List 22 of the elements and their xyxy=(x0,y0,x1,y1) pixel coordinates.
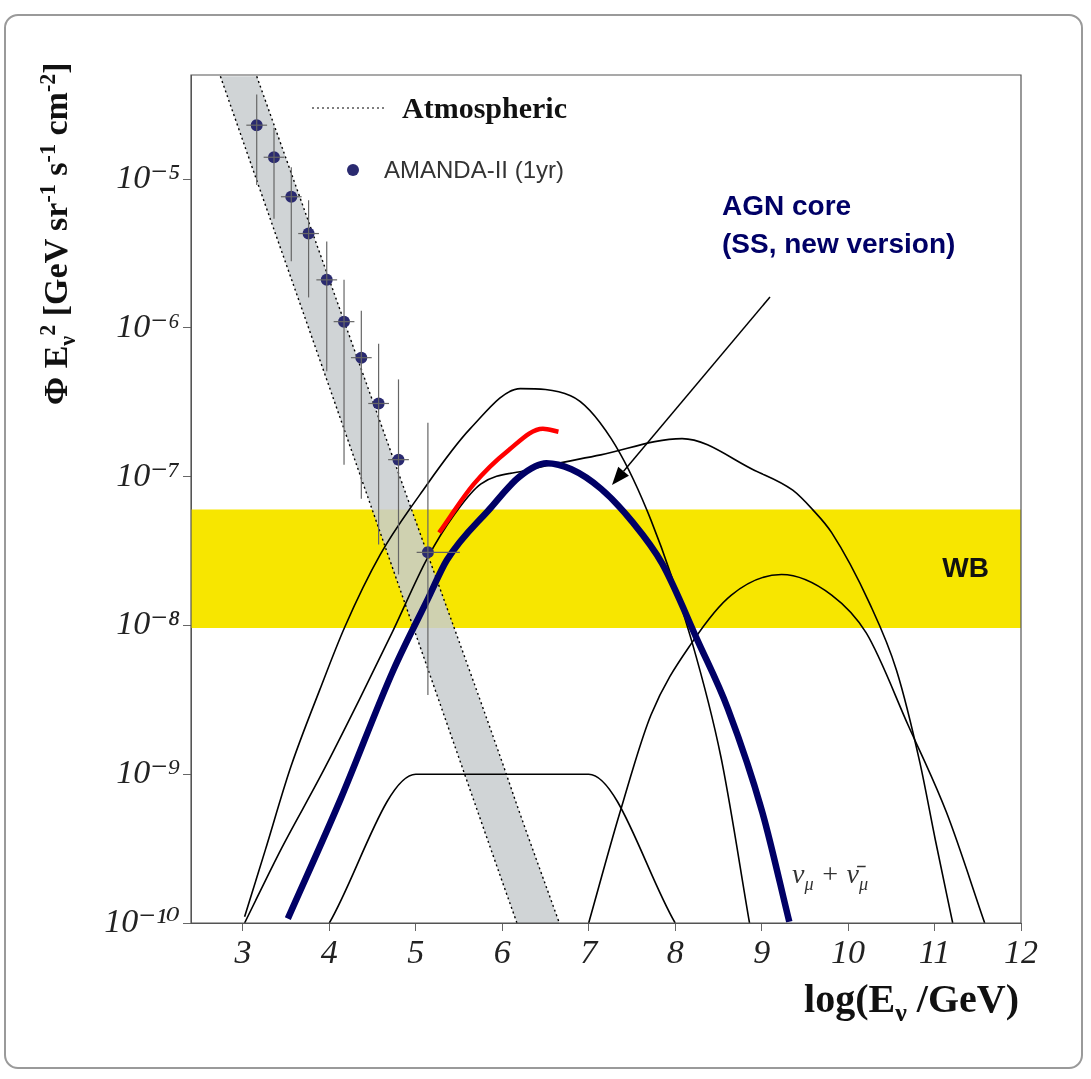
x-tick-label: 8 xyxy=(666,933,684,971)
y-tick-label: 10⁻⁵ xyxy=(116,157,180,195)
x-tick-label: 7 xyxy=(580,933,600,971)
y-tick-label: 10⁻⁶ xyxy=(116,306,180,344)
x-tick-label: 4 xyxy=(320,933,338,971)
x-tick-label: 10 xyxy=(831,933,866,971)
annotation: ν$_{μ}$ + ν̄$_{μ}$ xyxy=(792,858,869,895)
band-label: WB xyxy=(942,551,989,583)
y-tick-label: 10⁻¹⁰ xyxy=(104,901,181,939)
x-tick-label: 3 xyxy=(233,933,252,971)
x-tick-label: 12 xyxy=(1004,933,1038,971)
x-axis-title: log(E$_{ν}$ /GeV) xyxy=(804,975,1019,1028)
x-tick-label: 11 xyxy=(918,933,951,971)
y-tick-label: 10⁻⁹ xyxy=(116,753,181,791)
y-tick-label: 10⁻⁷ xyxy=(116,455,180,493)
y-tick-label: 10⁻⁸ xyxy=(116,604,180,642)
legend-label: Atmospheric xyxy=(402,91,567,125)
x-tick-label: 6 xyxy=(493,933,511,971)
x-tick-label: 9 xyxy=(753,933,771,971)
annotation: AGN core (SS, new version) xyxy=(722,189,956,261)
x-tick-label: 5 xyxy=(407,933,425,971)
legend-label: AMANDA-II (1yr) xyxy=(384,156,564,184)
